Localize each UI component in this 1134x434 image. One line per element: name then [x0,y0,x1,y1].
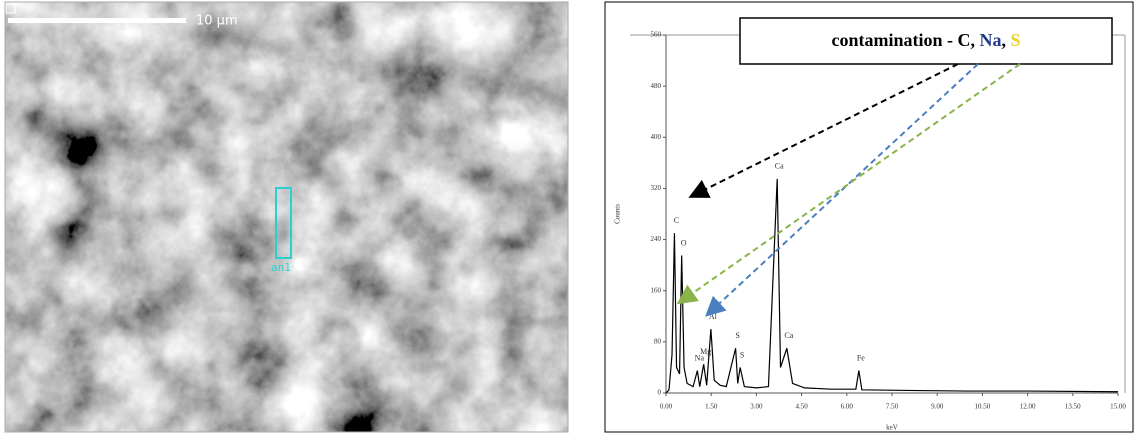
y-tick-label: 560 [651,31,662,39]
roi-box [275,187,292,259]
annotation-box [739,17,1113,65]
peak-label: Mg [700,347,711,356]
x-tick-label: 7.50 [886,403,899,411]
peak-label: O [681,238,687,247]
annotation-part: S [1010,30,1020,50]
annotation-part: Na [979,30,1001,50]
annotation-part: , [1001,30,1010,50]
peak-label: Ca [775,162,784,171]
x-tick-label: 10.50 [975,403,991,411]
x-tick-label: 15.00 [1110,403,1126,411]
sem-image: 10 µm an1 [4,1,569,433]
peak-label: C [674,216,679,225]
x-tick-label: 4.50 [795,403,808,411]
scale-bar [8,18,186,23]
spectrum-line [665,178,1119,394]
y-tick-label: 400 [651,133,662,141]
x-axis-label: keV [886,424,898,432]
y-tick-label: 240 [651,235,662,243]
peak-label: S [735,331,739,340]
y-tick-label: 320 [651,184,662,192]
chart-frame [604,1,1134,433]
y-tick-label: 80 [654,337,662,345]
annotation: contamination - C, Na, S [676,17,1113,317]
sem-frame [4,1,569,433]
y-tick-label: 0 [658,389,662,397]
x-tick-label: 9.00 [931,403,944,411]
x-tick-label: 3.00 [750,403,763,411]
x-tick-label: 1.50 [705,403,718,411]
roi-label: an1 [271,261,291,274]
peak-label: S [740,350,744,359]
peak-label: Ca [784,331,793,340]
x-tick-label: 0.00 [660,403,673,411]
peak-label: Na [695,353,705,362]
arrow-na [705,63,979,317]
y-tick-label: 160 [651,286,662,294]
annotation-part: contamination - C, [831,30,979,50]
sem-texture [5,2,568,432]
scale-label: 10 µm [196,14,238,29]
annotation-text: contamination - C, Na, S [831,30,1020,50]
spectrum-chart: 0 80 160 240 320 400 480 560 0.00 1.50 3.00 4.50 6.0… [604,1,1134,433]
peak-label: Fe [857,353,865,362]
x-tick-label: 12.00 [1020,403,1036,411]
corner-icon [5,3,16,14]
x-tick-label: 13.50 [1065,403,1081,411]
y-axis-label: Counts [614,204,622,224]
x-tick-label: 6.00 [841,403,854,411]
arrow-s [676,63,1021,305]
y-tick-label: 480 [651,82,662,90]
